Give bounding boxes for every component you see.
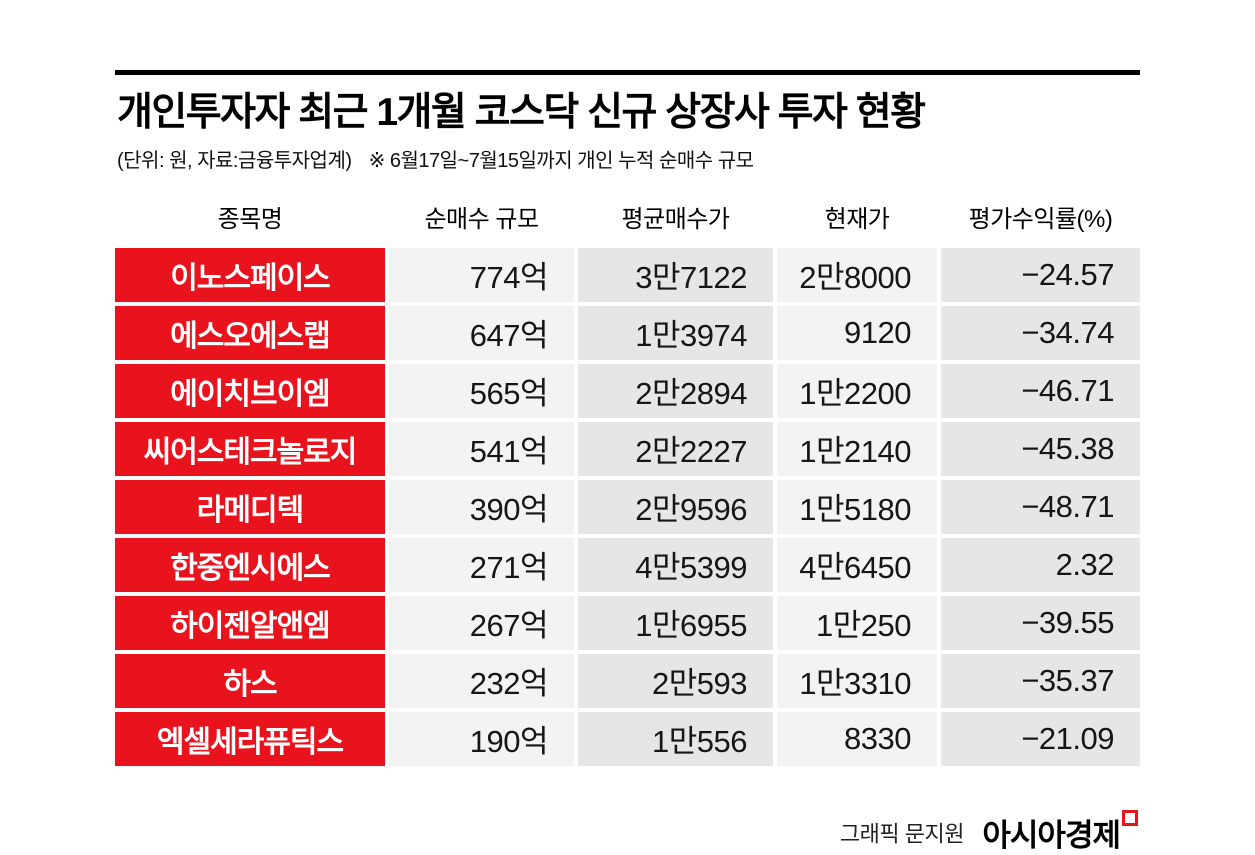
col-header-avg-price: 평균매수가 <box>578 194 773 244</box>
stock-name-cell: 씨어스테크놀로지 <box>115 421 385 476</box>
footer: 그래픽 문지원 아시아경제 <box>115 809 1140 855</box>
subtitle: (단위: 원, 자료:금융투자업계) ※ 6월17일~7월15일까지 개인 누적… <box>117 144 1140 173</box>
stock-name-cell: 에이치브이엠 <box>115 363 385 418</box>
col-header-current-price: 현재가 <box>777 194 937 244</box>
avg-price-cell: 1만6955 <box>578 595 773 650</box>
avg-price-cell: 2만593 <box>578 653 773 708</box>
current-price-cell: 1만2200 <box>777 363 937 418</box>
net-buy-cell: 541억 <box>389 421 574 476</box>
current-price-cell: 1만5180 <box>777 479 937 534</box>
avg-price-cell: 3만7122 <box>578 247 773 302</box>
col-header-net-buy: 순매수 규모 <box>389 194 574 244</box>
return-cell: −35.37 <box>941 653 1140 708</box>
stock-name-cell: 하이젠알앤엠 <box>115 595 385 650</box>
infographic-container: 개인투자자 최근 1개월 코스닥 신규 상장사 투자 현황 (단위: 원, 자료… <box>115 70 1140 855</box>
avg-price-cell: 2만2894 <box>578 363 773 418</box>
current-price-cell: 1만250 <box>777 595 937 650</box>
brand-logo: 아시아경제 <box>982 817 1121 853</box>
page-title: 개인투자자 최근 1개월 코스닥 신규 상장사 투자 현황 <box>117 91 926 134</box>
graphic-credit: 그래픽 문지원 <box>839 821 965 847</box>
avg-price-cell: 2만2227 <box>578 421 773 476</box>
current-price-cell: 9120 <box>777 305 937 360</box>
current-price-cell: 1만3310 <box>777 653 937 708</box>
stock-name-cell: 엑셀세라퓨틱스 <box>115 711 385 766</box>
net-buy-cell: 647억 <box>389 305 574 360</box>
avg-price-cell: 2만9596 <box>578 479 773 534</box>
net-buy-cell: 774억 <box>389 247 574 302</box>
col-header-return: 평가수익률(%) <box>941 194 1140 244</box>
stock-name-cell: 라메디텍 <box>115 479 385 534</box>
net-buy-cell: 267억 <box>389 595 574 650</box>
stock-name-cell: 이노스페이스 <box>115 247 385 302</box>
return-cell: −34.74 <box>941 305 1140 360</box>
table-row: 이노스페이스 774억 3만7122 2만8000 −24.57 <box>115 247 1140 302</box>
unit-note: (단위: 원, 자료:금융투자업계) <box>117 149 352 172</box>
current-price-cell: 2만8000 <box>777 247 937 302</box>
return-cell: −39.55 <box>941 595 1140 650</box>
avg-price-cell: 4만5399 <box>578 537 773 592</box>
return-cell: −21.09 <box>941 711 1140 766</box>
table-row: 하스 232억 2만593 1만3310 −35.37 <box>115 653 1140 708</box>
investment-table: 종목명 순매수 규모 평균매수가 현재가 평가수익률(%) 이노스페이스 774… <box>111 191 1144 770</box>
table-row: 에스오에스랩 647억 1만3974 9120 −34.74 <box>115 305 1140 360</box>
return-cell: 2.32 <box>941 537 1140 592</box>
table-row: 에이치브이엠 565억 2만2894 1만2200 −46.71 <box>115 363 1140 418</box>
table-row: 라메디텍 390억 2만9596 1만5180 −48.71 <box>115 479 1140 534</box>
stock-name-cell: 에스오에스랩 <box>115 305 385 360</box>
stock-name-cell: 한중엔시에스 <box>115 537 385 592</box>
net-buy-cell: 390억 <box>389 479 574 534</box>
table-row: 하이젠알앤엠 267억 1만6955 1만250 −39.55 <box>115 595 1140 650</box>
brand-mark-icon <box>1122 809 1138 826</box>
net-buy-cell: 565억 <box>389 363 574 418</box>
net-buy-cell: 190억 <box>389 711 574 766</box>
table-row: 씨어스테크놀로지 541억 2만2227 1만2140 −45.38 <box>115 421 1140 476</box>
table-header-row: 종목명 순매수 규모 평균매수가 현재가 평가수익률(%) <box>115 194 1140 244</box>
net-buy-cell: 271억 <box>389 537 574 592</box>
return-cell: −45.38 <box>941 421 1140 476</box>
period-note: ※ 6월17일~7월15일까지 개인 누적 순매수 규모 <box>368 149 754 172</box>
return-cell: −24.57 <box>941 247 1140 302</box>
current-price-cell: 8330 <box>777 711 937 766</box>
table-row: 한중엔시에스 271억 4만5399 4만6450 2.32 <box>115 537 1140 592</box>
return-cell: −46.71 <box>941 363 1140 418</box>
col-header-stock-name: 종목명 <box>115 194 385 244</box>
table-row: 엑셀세라퓨틱스 190억 1만556 8330 −21.09 <box>115 711 1140 766</box>
avg-price-cell: 1만3974 <box>578 305 773 360</box>
current-price-cell: 1만2140 <box>777 421 937 476</box>
return-cell: −48.71 <box>941 479 1140 534</box>
current-price-cell: 4만6450 <box>777 537 937 592</box>
stock-name-cell: 하스 <box>115 653 385 708</box>
top-rule <box>115 70 1140 75</box>
net-buy-cell: 232억 <box>389 653 574 708</box>
avg-price-cell: 1만556 <box>578 711 773 766</box>
